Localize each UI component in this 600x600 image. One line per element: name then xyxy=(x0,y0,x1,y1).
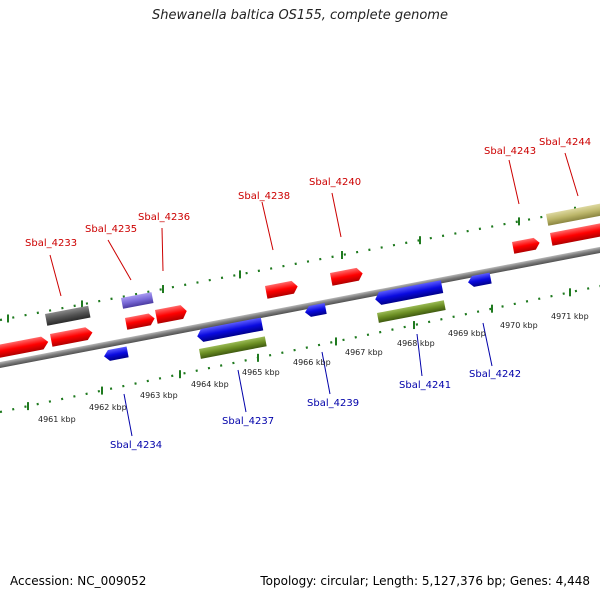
scale-label: 4967 kbp xyxy=(345,348,383,357)
forward-gene-label: Sbal_4240 xyxy=(309,177,361,188)
forward-gene-label: Sbal_4238 xyxy=(238,191,290,202)
reverse-gene-label: Sbal_4234 xyxy=(110,440,162,451)
scale-label: 4963 kbp xyxy=(140,391,178,400)
reverse-gene-label: Sbal_4237 xyxy=(222,416,274,427)
reverse-cds-3 xyxy=(305,303,327,317)
forward-label-lines xyxy=(49,152,579,297)
reverse-gene-label: Sbal_4241 xyxy=(399,380,451,391)
map-title: Shewanella baltica OS155, complete genom… xyxy=(152,8,448,23)
major-ticks xyxy=(7,206,576,411)
forward-scale-dots xyxy=(0,204,600,322)
forward-cds-8 xyxy=(550,221,600,246)
gray-feature xyxy=(45,305,91,326)
scale-label: 4961 kbp xyxy=(38,415,76,424)
forward-gene-label: Sbal_4243 xyxy=(484,146,536,157)
reverse-gene-label: Sbal_4239 xyxy=(307,398,359,409)
scale-label: 4966 kbp xyxy=(293,358,331,367)
reverse-cds-5 xyxy=(468,272,492,287)
olive-feature-1 xyxy=(199,336,267,359)
forward-gene-label: Sbal_4233 xyxy=(25,238,77,249)
scale-label: 4969 kbp xyxy=(448,329,486,338)
reverse-cds-4 xyxy=(375,280,444,305)
reverse-gene-label: Sbal_4242 xyxy=(469,369,521,380)
reverse-cds-1 xyxy=(104,346,129,361)
purple-feature xyxy=(121,292,154,309)
scale-label: 4962 kbp xyxy=(89,403,127,412)
scale-label: 4965 kbp xyxy=(242,368,280,377)
scale-label: 4971 kbp xyxy=(551,312,589,321)
olive-feature-2 xyxy=(377,300,446,323)
accession-text: Accession: NC_009052 xyxy=(10,574,147,588)
forward-cds-7 xyxy=(512,237,540,254)
forward-cds-2 xyxy=(50,327,93,347)
scale-label: 4964 kbp xyxy=(191,380,229,389)
forward-gene-label: Sbal_4244 xyxy=(539,137,591,148)
forward-cds-1 xyxy=(0,336,49,359)
genome-summary-text: Topology: circular; Length: 5,127,376 bp… xyxy=(260,574,590,588)
forward-cds-6 xyxy=(330,267,363,286)
forward-cds-5 xyxy=(265,280,298,299)
khaki-feature xyxy=(546,200,600,226)
forward-gene-label: Sbal_4236 xyxy=(138,212,190,223)
forward-cds-4 xyxy=(155,305,187,324)
reverse-cds-2 xyxy=(197,317,264,342)
forward-gene-label: Sbal_4235 xyxy=(85,224,137,235)
genome-backbone xyxy=(0,241,600,372)
reverse-label-lines xyxy=(123,322,493,437)
scale-label: 4970 kbp xyxy=(500,321,538,330)
scale-label: 4968 kbp xyxy=(397,339,435,348)
forward-cds-3 xyxy=(125,313,155,330)
